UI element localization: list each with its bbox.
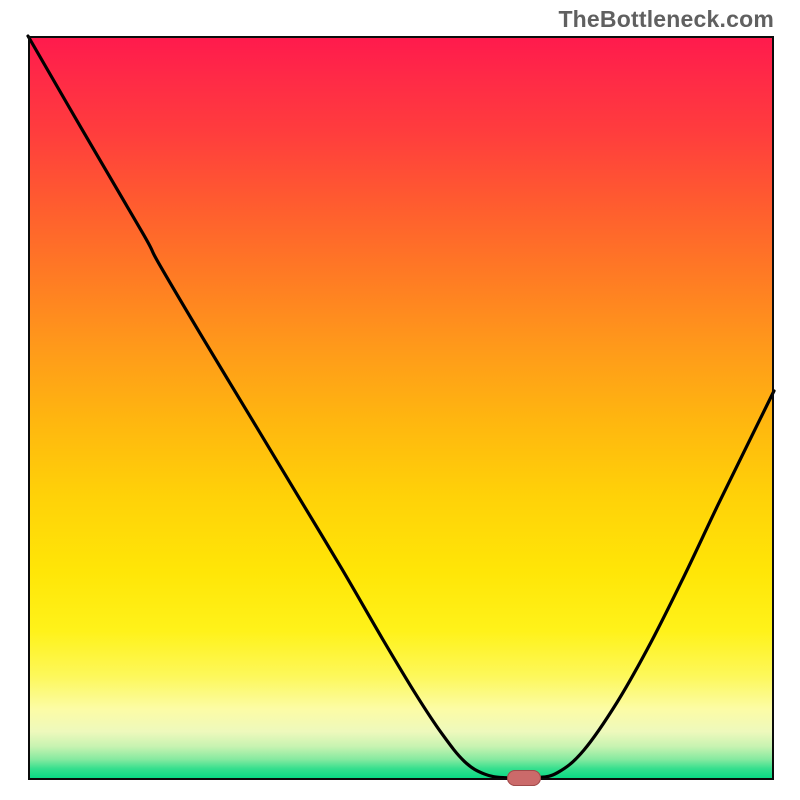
bottleneck-curve	[28, 36, 774, 778]
optimal-marker	[507, 770, 541, 786]
watermark-text: TheBottleneck.com	[558, 6, 774, 33]
plot-area	[28, 36, 774, 780]
chart-overlay	[28, 36, 774, 780]
chart-stage: TheBottleneck.com	[0, 0, 800, 800]
